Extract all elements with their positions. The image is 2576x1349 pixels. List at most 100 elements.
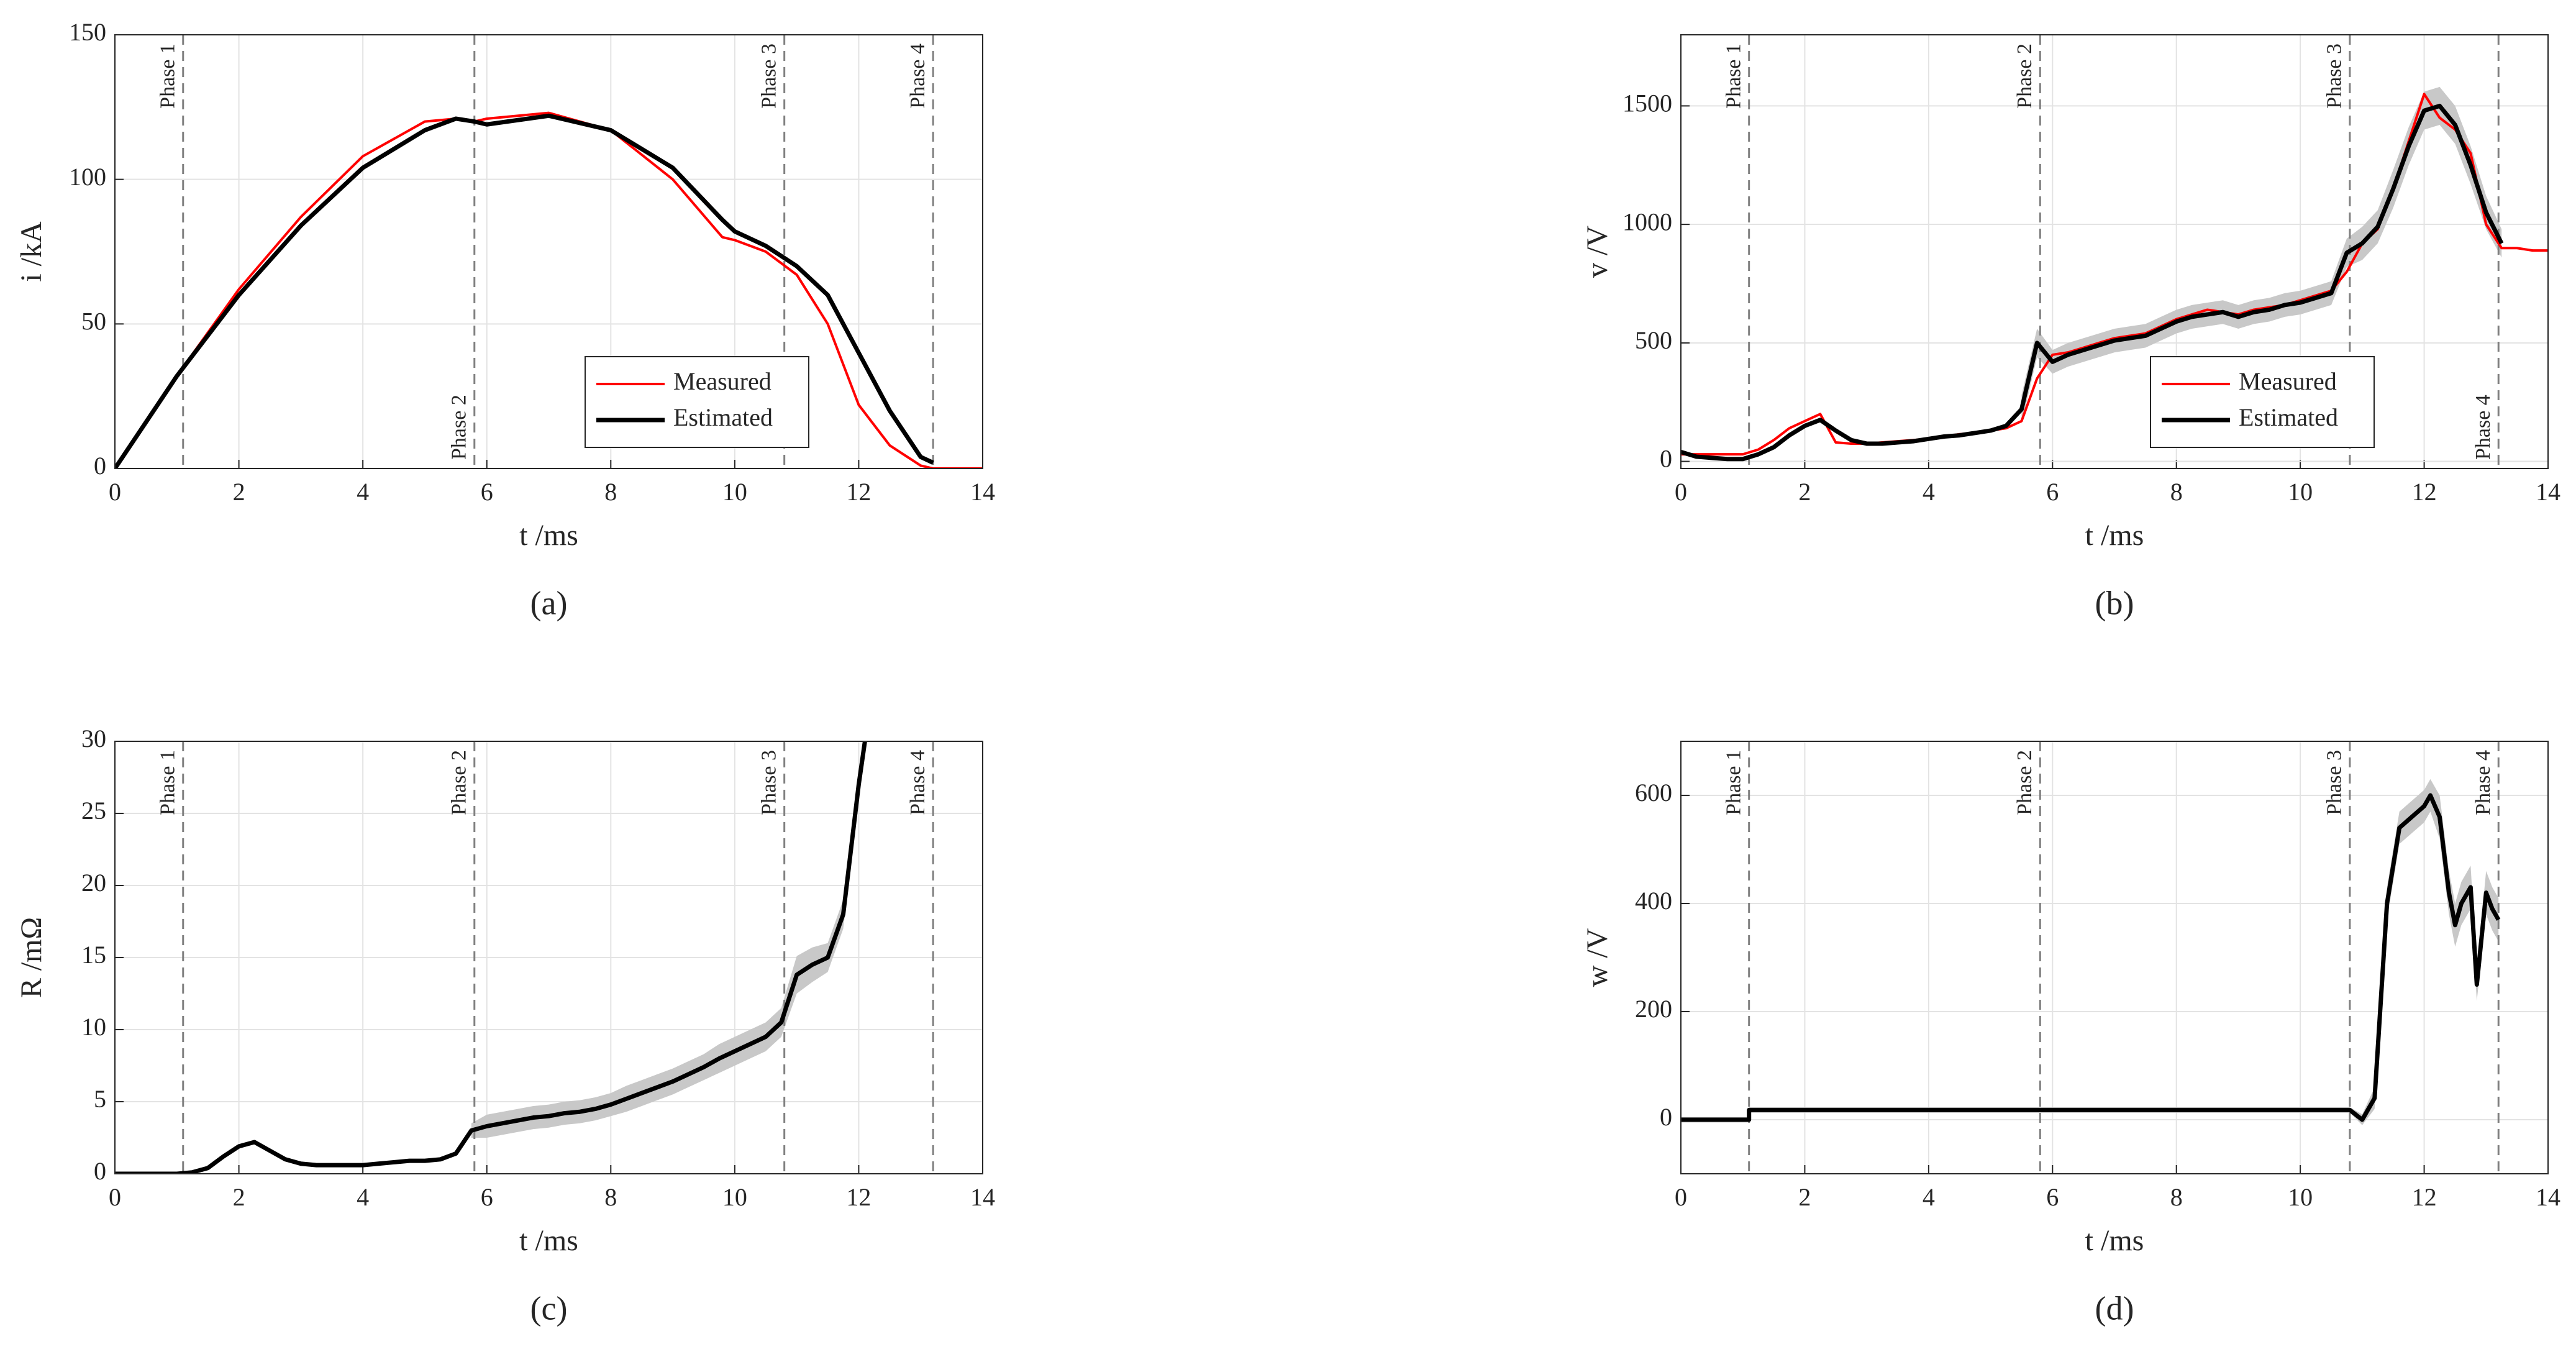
legend-label: Measured bbox=[2239, 367, 2337, 395]
x-tick-label: 4 bbox=[357, 1183, 369, 1211]
phase-label: Phase 3 bbox=[757, 750, 780, 815]
caption: (d) bbox=[2095, 1289, 2134, 1327]
phase-label: Phase 1 bbox=[1722, 43, 1745, 109]
axes-box bbox=[114, 741, 983, 1174]
phase-label: Phase 2 bbox=[448, 395, 471, 460]
y-tick-label: 15 bbox=[81, 941, 106, 969]
subplot: 0 2 4 6 8 10 12 14 0 200 400 600 Phase 1 Phase 2 Phase… bbox=[1581, 741, 2560, 1327]
series-line bbox=[115, 741, 867, 1174]
legend-box bbox=[585, 356, 809, 448]
y-tick-label: 0 bbox=[1660, 1103, 1672, 1131]
subplot: 0 2 4 6 8 10 12 14 0 50 100 150 Phase 1 Phase 2 Phase … bbox=[15, 18, 995, 621]
x-tick-label: 14 bbox=[2536, 478, 2560, 506]
y-tick-label: 20 bbox=[81, 869, 106, 897]
x-axis-label: t /ms bbox=[2085, 1224, 2144, 1257]
series-line bbox=[1681, 793, 2501, 1122]
x-tick-label: 8 bbox=[604, 1183, 617, 1211]
y-tick-label: 25 bbox=[81, 797, 106, 825]
x-axis-label: t /ms bbox=[2085, 519, 2144, 552]
y-axis-label: w /V bbox=[1581, 928, 1614, 987]
x-tick-label: 0 bbox=[109, 478, 121, 506]
y-tick-label: 10 bbox=[81, 1013, 106, 1041]
x-tick-label: 14 bbox=[970, 478, 995, 506]
x-axis-label: t /ms bbox=[519, 1224, 578, 1257]
y-tick-label: 0 bbox=[94, 452, 106, 480]
x-tick-label: 6 bbox=[2046, 1183, 2059, 1211]
caption: (a) bbox=[530, 584, 568, 621]
plot-area bbox=[115, 35, 983, 469]
x-tick-label: 2 bbox=[233, 1183, 245, 1211]
y-tick-label: 200 bbox=[1635, 995, 1672, 1023]
y-tick-label: 150 bbox=[69, 18, 106, 46]
y-tick-label: 600 bbox=[1635, 779, 1672, 807]
caption: (c) bbox=[530, 1289, 568, 1327]
x-tick-label: 14 bbox=[2536, 1183, 2560, 1211]
x-tick-label: 10 bbox=[722, 478, 747, 506]
x-tick-label: 6 bbox=[2046, 478, 2059, 506]
x-tick-label: 2 bbox=[1798, 1183, 1811, 1211]
axes-box bbox=[1680, 741, 2549, 1174]
x-tick-label: 8 bbox=[604, 478, 617, 506]
x-tick-label: 14 bbox=[970, 1183, 995, 1211]
x-tick-label: 12 bbox=[2412, 1183, 2437, 1211]
series-line bbox=[1681, 103, 2504, 462]
x-tick-label: 0 bbox=[1675, 1183, 1687, 1211]
axes-box bbox=[114, 34, 983, 469]
phase-label: Phase 1 bbox=[157, 750, 180, 815]
y-tick-label: 1000 bbox=[1623, 208, 1672, 236]
subplot: 0 2 4 6 8 10 12 14 0 5 10 15 20 25 30 Phase 1 Phase 2 Pha… bbox=[15, 725, 995, 1327]
x-tick-label: 8 bbox=[2170, 478, 2183, 506]
x-tick-label: 12 bbox=[846, 1183, 871, 1211]
phase-label: Phase 4 bbox=[906, 43, 929, 109]
x-tick-label: 6 bbox=[481, 478, 493, 506]
x-tick-label: 12 bbox=[846, 478, 871, 506]
legend-label: Estimated bbox=[673, 403, 773, 431]
x-tick-label: 2 bbox=[233, 478, 245, 506]
caption: (b) bbox=[2095, 584, 2134, 621]
phase-label: Phase 2 bbox=[2013, 750, 2036, 815]
legend-label: Measured bbox=[673, 367, 771, 395]
x-tick-label: 4 bbox=[1923, 1183, 1935, 1211]
x-tick-label: 2 bbox=[1798, 478, 1811, 506]
axes-box bbox=[1680, 34, 2549, 469]
x-tick-label: 4 bbox=[1923, 478, 1935, 506]
x-tick-label: 12 bbox=[2412, 478, 2437, 506]
plot-content bbox=[115, 35, 983, 469]
x-tick-label: 10 bbox=[2288, 478, 2313, 506]
x-tick-label: 10 bbox=[2288, 1183, 2313, 1211]
y-tick-label: 1500 bbox=[1623, 89, 1672, 117]
x-tick-label: 6 bbox=[481, 1183, 493, 1211]
x-tick-label: 0 bbox=[109, 1183, 121, 1211]
x-tick-label: 10 bbox=[722, 1183, 747, 1211]
y-tick-label: 0 bbox=[94, 1157, 106, 1185]
phase-label: Phase 1 bbox=[1722, 750, 1745, 815]
y-axis-label: R /mΩ bbox=[15, 917, 48, 998]
x-axis-label: t /ms bbox=[519, 519, 578, 552]
x-tick-label: 0 bbox=[1675, 478, 1687, 506]
legend-label: Estimated bbox=[2239, 403, 2338, 431]
phase-label: Phase 4 bbox=[2472, 750, 2495, 815]
phase-label: Phase 3 bbox=[757, 43, 780, 109]
subplot: 0 2 4 6 8 10 12 14 0 500 1000 1500 Phase 1 Phase 2 Pha… bbox=[1581, 34, 2560, 621]
uncertainty-band bbox=[2021, 86, 2502, 424]
y-tick-label: 30 bbox=[81, 725, 106, 752]
y-axis-label: v /V bbox=[1581, 226, 1614, 278]
x-tick-label: 8 bbox=[2170, 1183, 2183, 1211]
plot-area bbox=[1681, 35, 2548, 469]
y-tick-label: 100 bbox=[69, 163, 106, 191]
plot-content bbox=[115, 741, 934, 1174]
y-tick-label: 500 bbox=[1635, 326, 1672, 354]
series-line bbox=[115, 111, 983, 469]
phase-label: Phase 3 bbox=[2323, 43, 2346, 109]
legend-box bbox=[2150, 356, 2375, 448]
phase-label: Phase 1 bbox=[157, 43, 180, 109]
series-line bbox=[115, 113, 934, 469]
y-tick-label: 400 bbox=[1635, 887, 1672, 915]
phase-label: Phase 3 bbox=[2323, 750, 2346, 815]
y-tick-label: 50 bbox=[81, 308, 106, 336]
phase-label: Phase 2 bbox=[2013, 43, 2036, 109]
y-axis-label: i /kA bbox=[15, 221, 48, 282]
y-tick-label: 5 bbox=[94, 1085, 106, 1113]
plot-content bbox=[1681, 741, 2501, 1174]
